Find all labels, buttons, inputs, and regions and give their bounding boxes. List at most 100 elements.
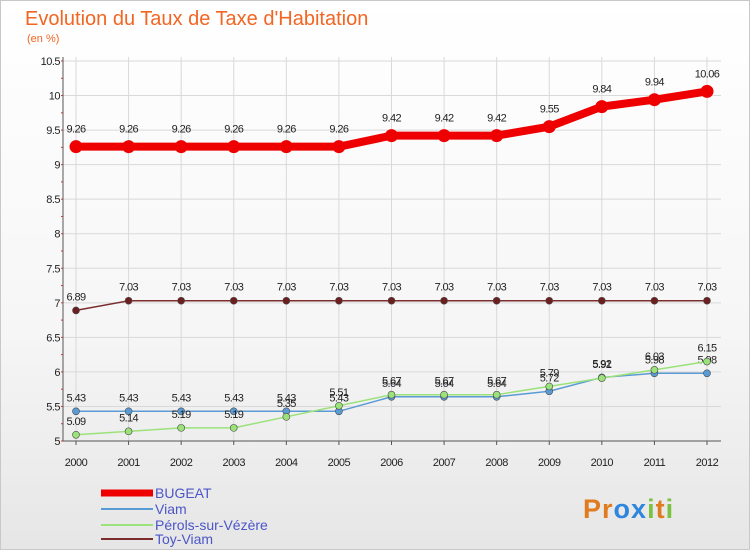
data-label: 5.91: [592, 359, 611, 371]
data-label: 9.42: [487, 113, 506, 125]
y-tick-label: 9.5: [46, 125, 60, 137]
data-point: [385, 129, 398, 143]
legend-label: Viam: [155, 501, 187, 517]
data-label: 7.03: [224, 282, 243, 294]
data-point: [174, 140, 188, 154]
data-label: 7.03: [540, 282, 559, 294]
data-point: [703, 296, 711, 305]
data-label: 5.79: [540, 367, 559, 379]
chart-title: Evolution du Taux de Taxe d'Habitation: [25, 8, 368, 30]
logo-wordmark: Proxiti: [583, 494, 674, 524]
x-tick-label: 2005: [328, 457, 351, 469]
data-point: [335, 296, 343, 305]
y-tick-label: 6: [54, 367, 60, 379]
data-label: 9.26: [119, 124, 138, 136]
data-point: [703, 369, 711, 378]
data-point: [335, 401, 343, 410]
x-tick-label: 2012: [696, 457, 719, 469]
data-label: 5.43: [224, 392, 243, 404]
data-point: [387, 296, 396, 305]
data-label: 9.26: [224, 124, 243, 136]
data-label: 7.03: [645, 282, 664, 294]
data-point: [177, 296, 185, 305]
axes: 5 5.5 6 6.5 7 7.5 8 8.5 9 9.5 10 10.5 2000 2001 2002 20…: [41, 56, 721, 469]
data-label: 6.15: [697, 343, 716, 355]
y-tick-label: 6.5: [46, 332, 60, 344]
data-label: 7.03: [697, 282, 716, 294]
x-tick-label: 2009: [538, 457, 561, 469]
series-viam: 5.43 5.43 5.43 5.43 5.43 5.43 5.64 5.64 5.64 5.72…: [66, 354, 718, 416]
data-point: [598, 296, 606, 305]
y-tick-label: 8: [54, 229, 60, 241]
series-p-rols-sur-v-z-re: 5.09 5.14 5.19 5.19 5.35 5.51 5.67 5.67 5.67 5.79…: [66, 343, 718, 439]
data-point: [124, 296, 133, 305]
data-label: 5.92: [592, 358, 611, 370]
data-label: 9.42: [382, 113, 401, 125]
data-label: 5.35: [277, 398, 296, 410]
data-label: 9.84: [592, 84, 611, 96]
x-tick-label: 2004: [275, 457, 298, 469]
data-point: [598, 374, 606, 382]
data-point: [282, 413, 291, 421]
data-label: 5.64: [382, 378, 401, 390]
data-label: 5.72: [540, 372, 559, 384]
data-label: 5.43: [66, 392, 85, 404]
data-label: 9.26: [172, 124, 191, 136]
logo-letter: P: [583, 494, 602, 524]
data-label: 5.43: [277, 392, 296, 404]
logo-letter: x: [631, 494, 647, 524]
data-label: 5.09: [66, 416, 85, 428]
data-point: [545, 296, 554, 305]
data-label: 5.14: [119, 412, 138, 424]
data-point: [124, 427, 133, 436]
data-label: 7.03: [119, 282, 138, 294]
data-label: 6.03: [645, 351, 664, 363]
proxiti-logo: Proxiti: [583, 494, 674, 524]
data-label: 9.26: [66, 124, 85, 136]
y-tick-label: 10: [49, 91, 61, 103]
data-label: 7.03: [592, 282, 611, 294]
series-bugeat: 9.26 9.26 9.26 9.26 9.26 9.26 9.42 9.42 9.42 9.55…: [66, 68, 720, 154]
x-tick-label: 2001: [117, 457, 140, 469]
data-point: [229, 296, 238, 305]
y-tick-label: 5.5: [46, 401, 60, 413]
y-tick-label: 7: [54, 298, 60, 310]
legend-swatch: [101, 524, 153, 526]
data-point: [387, 390, 396, 399]
data-label: 5.64: [487, 378, 506, 390]
data-point: [72, 407, 80, 416]
data-label: 7.03: [277, 282, 296, 294]
data-point: [542, 120, 556, 134]
logo-letter: i: [666, 494, 675, 524]
data-point: [72, 430, 80, 439]
data-point: [440, 390, 448, 399]
data-label: 5.64: [435, 378, 454, 390]
data-label: 5.19: [172, 409, 191, 421]
y-tick-label: 8.5: [46, 194, 60, 206]
data-label: 7.03: [487, 282, 506, 294]
data-label: 5.67: [382, 376, 401, 388]
x-tick-label: 2007: [433, 457, 456, 469]
data-point: [229, 407, 238, 416]
data-label: 9.26: [277, 124, 296, 136]
y-tick-label: 10.5: [41, 56, 61, 68]
logo-letter: t: [656, 494, 666, 524]
data-point: [647, 93, 661, 107]
legend-label: Toy-Viam: [155, 531, 213, 547]
data-label: 7.03: [172, 282, 191, 294]
y-tick-label: 9: [54, 160, 60, 172]
data-point: [700, 84, 714, 98]
x-tick-label: 2010: [591, 457, 614, 469]
data-point: [703, 357, 711, 366]
data-label: 9.42: [435, 113, 454, 125]
data-label: 5.43: [329, 392, 348, 404]
data-point: [282, 296, 291, 305]
legend-label: Pérols-sur-Vézère: [155, 517, 268, 533]
data-label: 5.67: [487, 376, 506, 388]
data-point: [650, 296, 659, 305]
data-label: 5.67: [435, 376, 454, 388]
data-point: [650, 366, 659, 374]
data-label: 9.94: [645, 77, 664, 89]
